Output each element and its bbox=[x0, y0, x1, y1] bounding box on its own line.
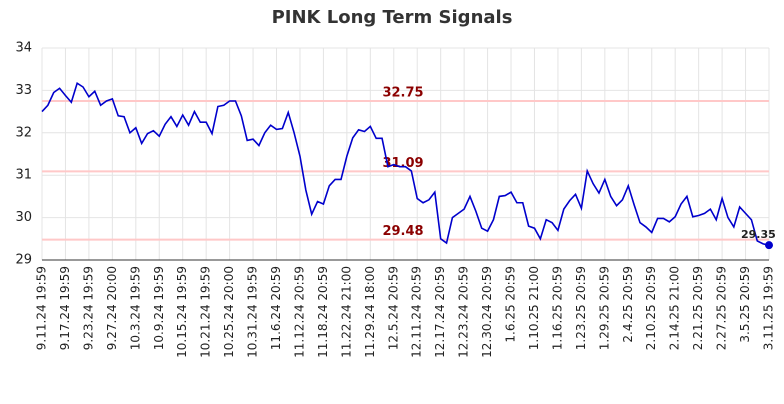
x-tick-label: 1.29.25 20:59 bbox=[597, 266, 611, 350]
x-tick-label: 2.14.25 21:00 bbox=[668, 266, 682, 350]
x-tick-label: 2.10.25 20:59 bbox=[644, 266, 658, 350]
x-tick-label: 2.27.25 20:59 bbox=[715, 266, 729, 350]
x-tick-label: 11.29.24 18:00 bbox=[363, 266, 377, 358]
y-tick-label: 29 bbox=[15, 253, 32, 268]
x-tick-label: 1.23.25 20:59 bbox=[574, 266, 588, 350]
x-tick-label: 9.11.24 19:59 bbox=[35, 266, 49, 350]
level-label: 29.48 bbox=[382, 224, 423, 239]
x-tick-label: 12.23.24 20:59 bbox=[457, 266, 471, 358]
level-label: 31.09 bbox=[382, 156, 423, 171]
x-tick-label: 11.18.24 20:59 bbox=[316, 266, 330, 358]
x-tick-label: 12.11.24 20:59 bbox=[410, 266, 424, 358]
x-tick-label: 1.16.25 20:59 bbox=[550, 266, 564, 350]
y-tick-label: 33 bbox=[15, 83, 32, 98]
x-tick-label: 12.5.24 20:59 bbox=[386, 266, 400, 350]
x-tick-label: 10.31.24 19:59 bbox=[246, 266, 260, 358]
x-tick-label: 10.9.24 19:59 bbox=[152, 266, 166, 350]
x-tick-label: 10.25.24 20:00 bbox=[222, 266, 236, 358]
x-tick-label: 2.4.25 20:59 bbox=[621, 266, 635, 343]
y-tick-label: 30 bbox=[15, 210, 32, 225]
y-tick-label: 34 bbox=[15, 41, 32, 56]
x-tick-label: 11.22.24 21:00 bbox=[339, 266, 353, 358]
x-tick-label: 3.5.25 20:59 bbox=[738, 266, 752, 343]
y-tick-label: 32 bbox=[15, 125, 32, 140]
x-tick-label: 1.6.25 20:59 bbox=[504, 266, 518, 343]
chart-title: PINK Long Term Signals bbox=[272, 7, 513, 28]
x-tick-label: 9.27.24 20:00 bbox=[105, 266, 119, 350]
x-tick-label: 10.3.24 19:59 bbox=[128, 266, 142, 350]
last-value-label: 29.35 bbox=[741, 228, 776, 241]
x-tick-label: 3.11.25 19:59 bbox=[762, 266, 776, 350]
x-tick-label: 1.10.25 21:00 bbox=[527, 266, 541, 350]
x-tick-label: 11.12.24 20:59 bbox=[292, 266, 306, 358]
y-tick-label: 31 bbox=[15, 168, 32, 183]
line bbox=[41, 81, 770, 246]
x-tick-label: 9.23.24 19:59 bbox=[81, 266, 95, 350]
x-tick-label: 12.17.24 20:59 bbox=[433, 266, 447, 358]
x-tick-label: 11.6.24 20:59 bbox=[269, 266, 283, 350]
x-tick-label: 2.21.25 20:59 bbox=[691, 266, 705, 350]
level-label: 32.75 bbox=[382, 86, 423, 101]
x-tick-label: 9.17.24 19:59 bbox=[58, 266, 72, 350]
last-point bbox=[765, 241, 773, 250]
x-tick-label: 10.15.24 19:59 bbox=[175, 266, 189, 358]
x-tick-label: 12.30.24 20:59 bbox=[480, 266, 494, 358]
x-tick-label: 10.21.24 19:59 bbox=[199, 266, 213, 358]
